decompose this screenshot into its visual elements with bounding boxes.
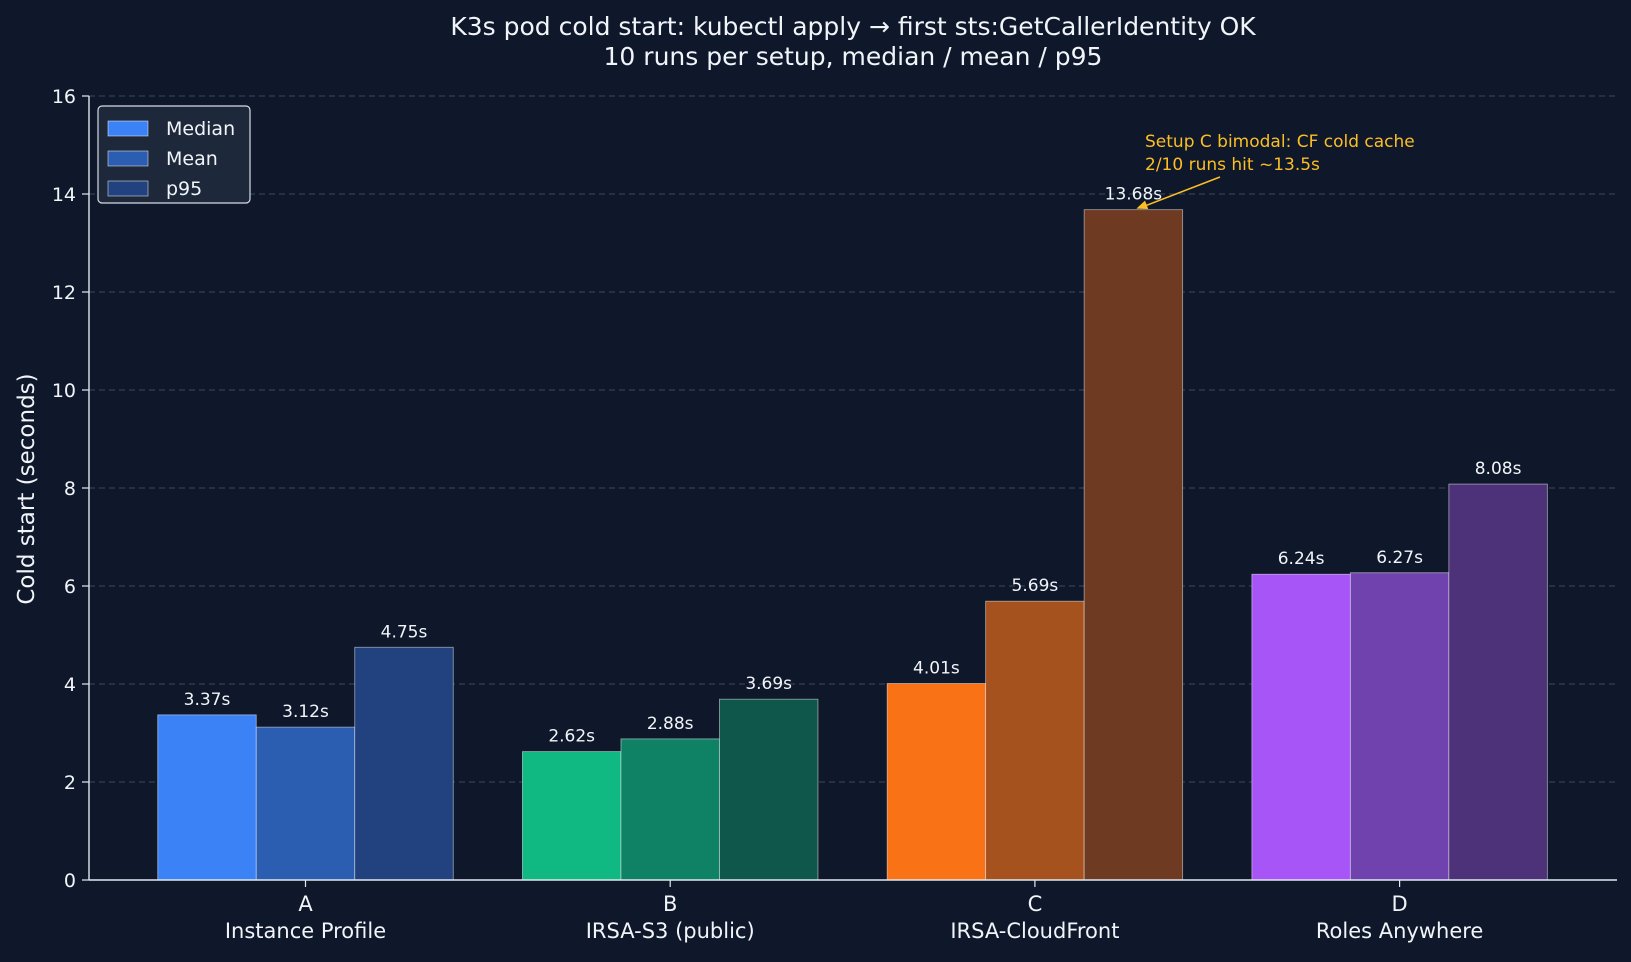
bar-c-p95 <box>1083 209 1184 881</box>
y-tick-label: 8 <box>64 478 76 500</box>
y-tick-label: 4 <box>64 674 76 696</box>
y-tick-label: 6 <box>64 576 76 598</box>
bar-b-p95 <box>719 698 819 881</box>
y-axis-label: Cold start (seconds) <box>14 373 40 604</box>
bar-b-mean <box>620 738 720 881</box>
bar-d-p95 <box>1448 483 1548 881</box>
bar-c-median <box>886 683 987 881</box>
legend-swatch-p95 <box>107 180 149 197</box>
x-tick-label-name: Roles Anywhere <box>1316 919 1483 943</box>
x-tick-label-name: IRSA-CloudFront <box>950 919 1119 943</box>
annotation-text: 2/10 runs hit ~13.5s <box>1145 155 1320 175</box>
y-tick-label: 0 <box>64 870 76 892</box>
data-label: 6.24s <box>1278 549 1325 569</box>
y-tick-label: 12 <box>52 282 76 304</box>
legend-swatch-median <box>107 120 149 137</box>
x-tick-label-letter: D <box>1392 892 1408 916</box>
chart-subtitle: 10 runs per setup, median / mean / p95 <box>604 42 1103 71</box>
bar-c-mean <box>985 600 1085 881</box>
data-label: 6.27s <box>1376 548 1423 568</box>
legend-label: Mean <box>166 148 218 170</box>
x-tick-label-letter: A <box>298 892 313 916</box>
bar-a-median <box>157 714 257 881</box>
x-tick-label-name: Instance Profile <box>225 919 386 943</box>
annotation: Setup C bimodal: CF cold cache 2/10 runs … <box>1136 132 1415 209</box>
y-tick-label: 14 <box>52 184 76 206</box>
data-label: 4.01s <box>913 659 960 679</box>
data-label: 2.88s <box>647 714 694 734</box>
gridlines <box>89 95 1617 783</box>
data-labels: 3.37s 3.12s 4.75s 2.62s 2.88s 3.69s 4.01s 5.69s… <box>184 185 1522 747</box>
annotation-arrow <box>1140 176 1221 209</box>
annotation-arrowhead <box>1136 200 1149 209</box>
bar-a-mean <box>255 726 356 881</box>
y-tick-label: 2 <box>64 772 76 794</box>
y-tick-label: 10 <box>52 380 76 402</box>
data-label: 5.69s <box>1012 576 1059 596</box>
chart-title: K3s pod cold start: kubectl apply → firs… <box>450 12 1256 41</box>
bars <box>157 209 1548 881</box>
bar-d-mean <box>1349 572 1450 881</box>
y-tick-label: 16 <box>52 86 76 108</box>
annotation-text: Setup C bimodal: CF cold cache <box>1145 132 1415 152</box>
data-label: 3.12s <box>282 702 329 722</box>
legend: Median Mean p95 <box>97 105 251 204</box>
x-tick-label-name: IRSA-S3 (public) <box>586 919 755 943</box>
x-tick-label-letter: B <box>663 892 677 916</box>
data-label: 2.62s <box>548 727 595 747</box>
x-tick-label-letter: C <box>1028 892 1043 916</box>
data-label: 13.68s <box>1105 185 1163 205</box>
data-label: 3.37s <box>184 690 231 710</box>
axes: 0 2 4 6 8 10 12 14 16 A Instance Profile B IRSA-S3 (… <box>52 86 1617 943</box>
data-label: 8.08s <box>1475 459 1522 479</box>
data-label: 4.75s <box>381 622 428 642</box>
legend-label: p95 <box>166 178 202 200</box>
data-label: 3.69s <box>745 674 792 694</box>
legend-swatch-mean <box>107 150 149 167</box>
bar-d-median <box>1251 573 1351 881</box>
bar-a-p95 <box>354 646 454 881</box>
legend-label: Median <box>166 118 235 140</box>
bar-b-median <box>522 751 622 881</box>
